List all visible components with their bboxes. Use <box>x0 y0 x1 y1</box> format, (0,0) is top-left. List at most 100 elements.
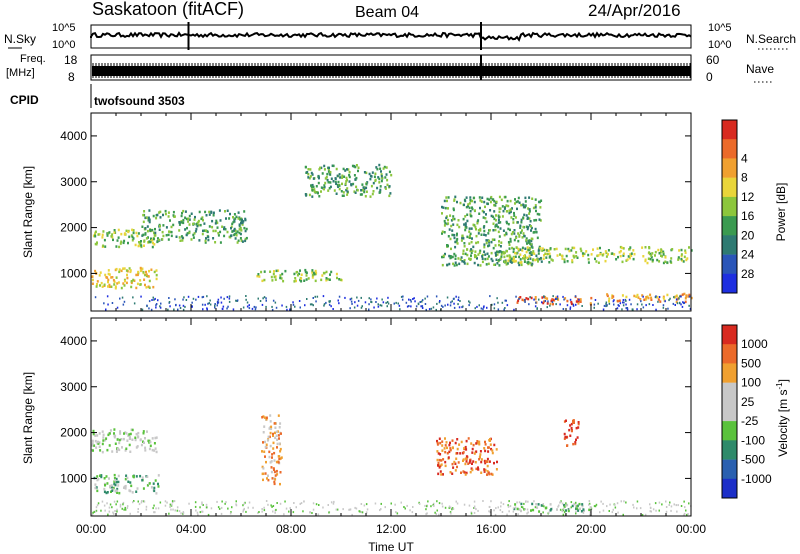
power-cell <box>563 258 566 261</box>
power-cell <box>99 271 102 274</box>
velocity-xtick-label: 16:00 <box>476 522 506 536</box>
power-cell <box>159 305 161 308</box>
velocity-cell <box>94 483 97 486</box>
power-cell <box>178 304 181 307</box>
velocity-cell <box>235 503 237 506</box>
power-cell <box>587 261 590 264</box>
velocity-cell <box>262 431 265 434</box>
power-cell <box>353 190 356 193</box>
velocity-cell <box>623 500 625 503</box>
power-cell <box>216 221 219 225</box>
power-cell <box>261 303 264 306</box>
velocity-cell <box>153 489 156 493</box>
velocity-cell <box>573 503 575 505</box>
power-cell <box>195 227 198 231</box>
power-cell <box>182 221 185 225</box>
velocity-cell <box>575 426 578 430</box>
power-cell <box>563 260 566 264</box>
power-cell <box>115 267 118 271</box>
power-cell <box>650 296 653 300</box>
power-cell <box>555 303 557 306</box>
velocity-cell <box>649 510 651 513</box>
power-cell <box>203 229 206 232</box>
power-cell <box>493 199 496 203</box>
power-cell <box>528 303 530 306</box>
power-cell <box>532 206 535 210</box>
velocity-cell <box>227 507 229 510</box>
power-cell <box>476 305 478 308</box>
power-cell <box>356 296 358 299</box>
velocity-cell <box>454 469 457 472</box>
power-cell <box>669 297 671 300</box>
velocity-cell <box>661 503 663 506</box>
power-cell <box>546 306 548 309</box>
velocity-cell <box>569 434 572 437</box>
velocity-cell <box>263 450 266 453</box>
power-cell <box>91 275 94 278</box>
velocity-cell <box>272 510 274 513</box>
power-cell <box>486 197 489 201</box>
power-cell <box>307 168 310 171</box>
velocity-xtick-label: 00:00 <box>676 522 706 536</box>
power-cell <box>498 240 500 243</box>
power-cell <box>534 227 537 231</box>
power-cell <box>304 268 307 272</box>
power-cell <box>572 254 575 258</box>
power-cell <box>590 253 593 256</box>
velocity-cell <box>248 501 251 504</box>
velocity-cell <box>269 414 272 417</box>
power-cell <box>246 305 249 308</box>
power-cell <box>300 277 303 280</box>
velocity-cell <box>575 512 577 515</box>
power-cell <box>300 273 303 276</box>
power-cell <box>485 220 488 224</box>
power-cell <box>314 269 317 273</box>
power-cell <box>152 285 155 289</box>
velocity-cell <box>106 482 109 485</box>
power-cell <box>304 165 307 169</box>
velocity-cell <box>322 506 324 509</box>
power-cell <box>145 270 147 274</box>
velocity-cell <box>563 420 566 423</box>
velocity-cell <box>332 502 335 505</box>
power-cell <box>162 224 165 227</box>
power-cell <box>140 240 142 243</box>
power-cell <box>435 295 438 298</box>
velocity-cell <box>570 429 573 433</box>
velocity-cbar-tick-label: 1000 <box>741 337 768 351</box>
power-cell <box>157 237 159 240</box>
power-cell <box>467 205 469 208</box>
power-cell <box>326 172 329 176</box>
velocity-cell <box>261 510 263 513</box>
power-cell <box>468 242 471 245</box>
power-cell <box>487 232 490 235</box>
velocity-cell <box>153 442 156 445</box>
power-cell <box>650 298 653 301</box>
velocity-cell <box>490 447 493 451</box>
velocity-cbar-segment <box>722 363 737 383</box>
power-cell <box>657 248 660 252</box>
power-cell <box>161 230 164 234</box>
power-cell <box>191 301 193 304</box>
power-cell <box>336 276 338 280</box>
power-cell <box>125 281 128 285</box>
power-cell <box>211 219 214 223</box>
power-cell <box>154 231 157 235</box>
velocity-cell <box>330 501 333 504</box>
velocity-cell <box>123 508 125 511</box>
power-cell <box>482 226 485 229</box>
power-cell <box>354 301 356 304</box>
power-cell <box>451 300 453 303</box>
velocity-cell <box>102 439 105 442</box>
velocity-cbar-tick-label: -1000 <box>741 472 772 486</box>
power-cell <box>492 222 495 225</box>
power-cell <box>245 295 247 297</box>
power-cell <box>616 307 619 310</box>
velocity-cell <box>582 511 585 514</box>
power-cell <box>304 304 306 307</box>
power-cell <box>495 253 497 257</box>
velocity-cell <box>101 442 104 446</box>
velocity-cell <box>103 477 106 480</box>
power-cell <box>480 200 483 203</box>
power-cell <box>491 259 494 263</box>
